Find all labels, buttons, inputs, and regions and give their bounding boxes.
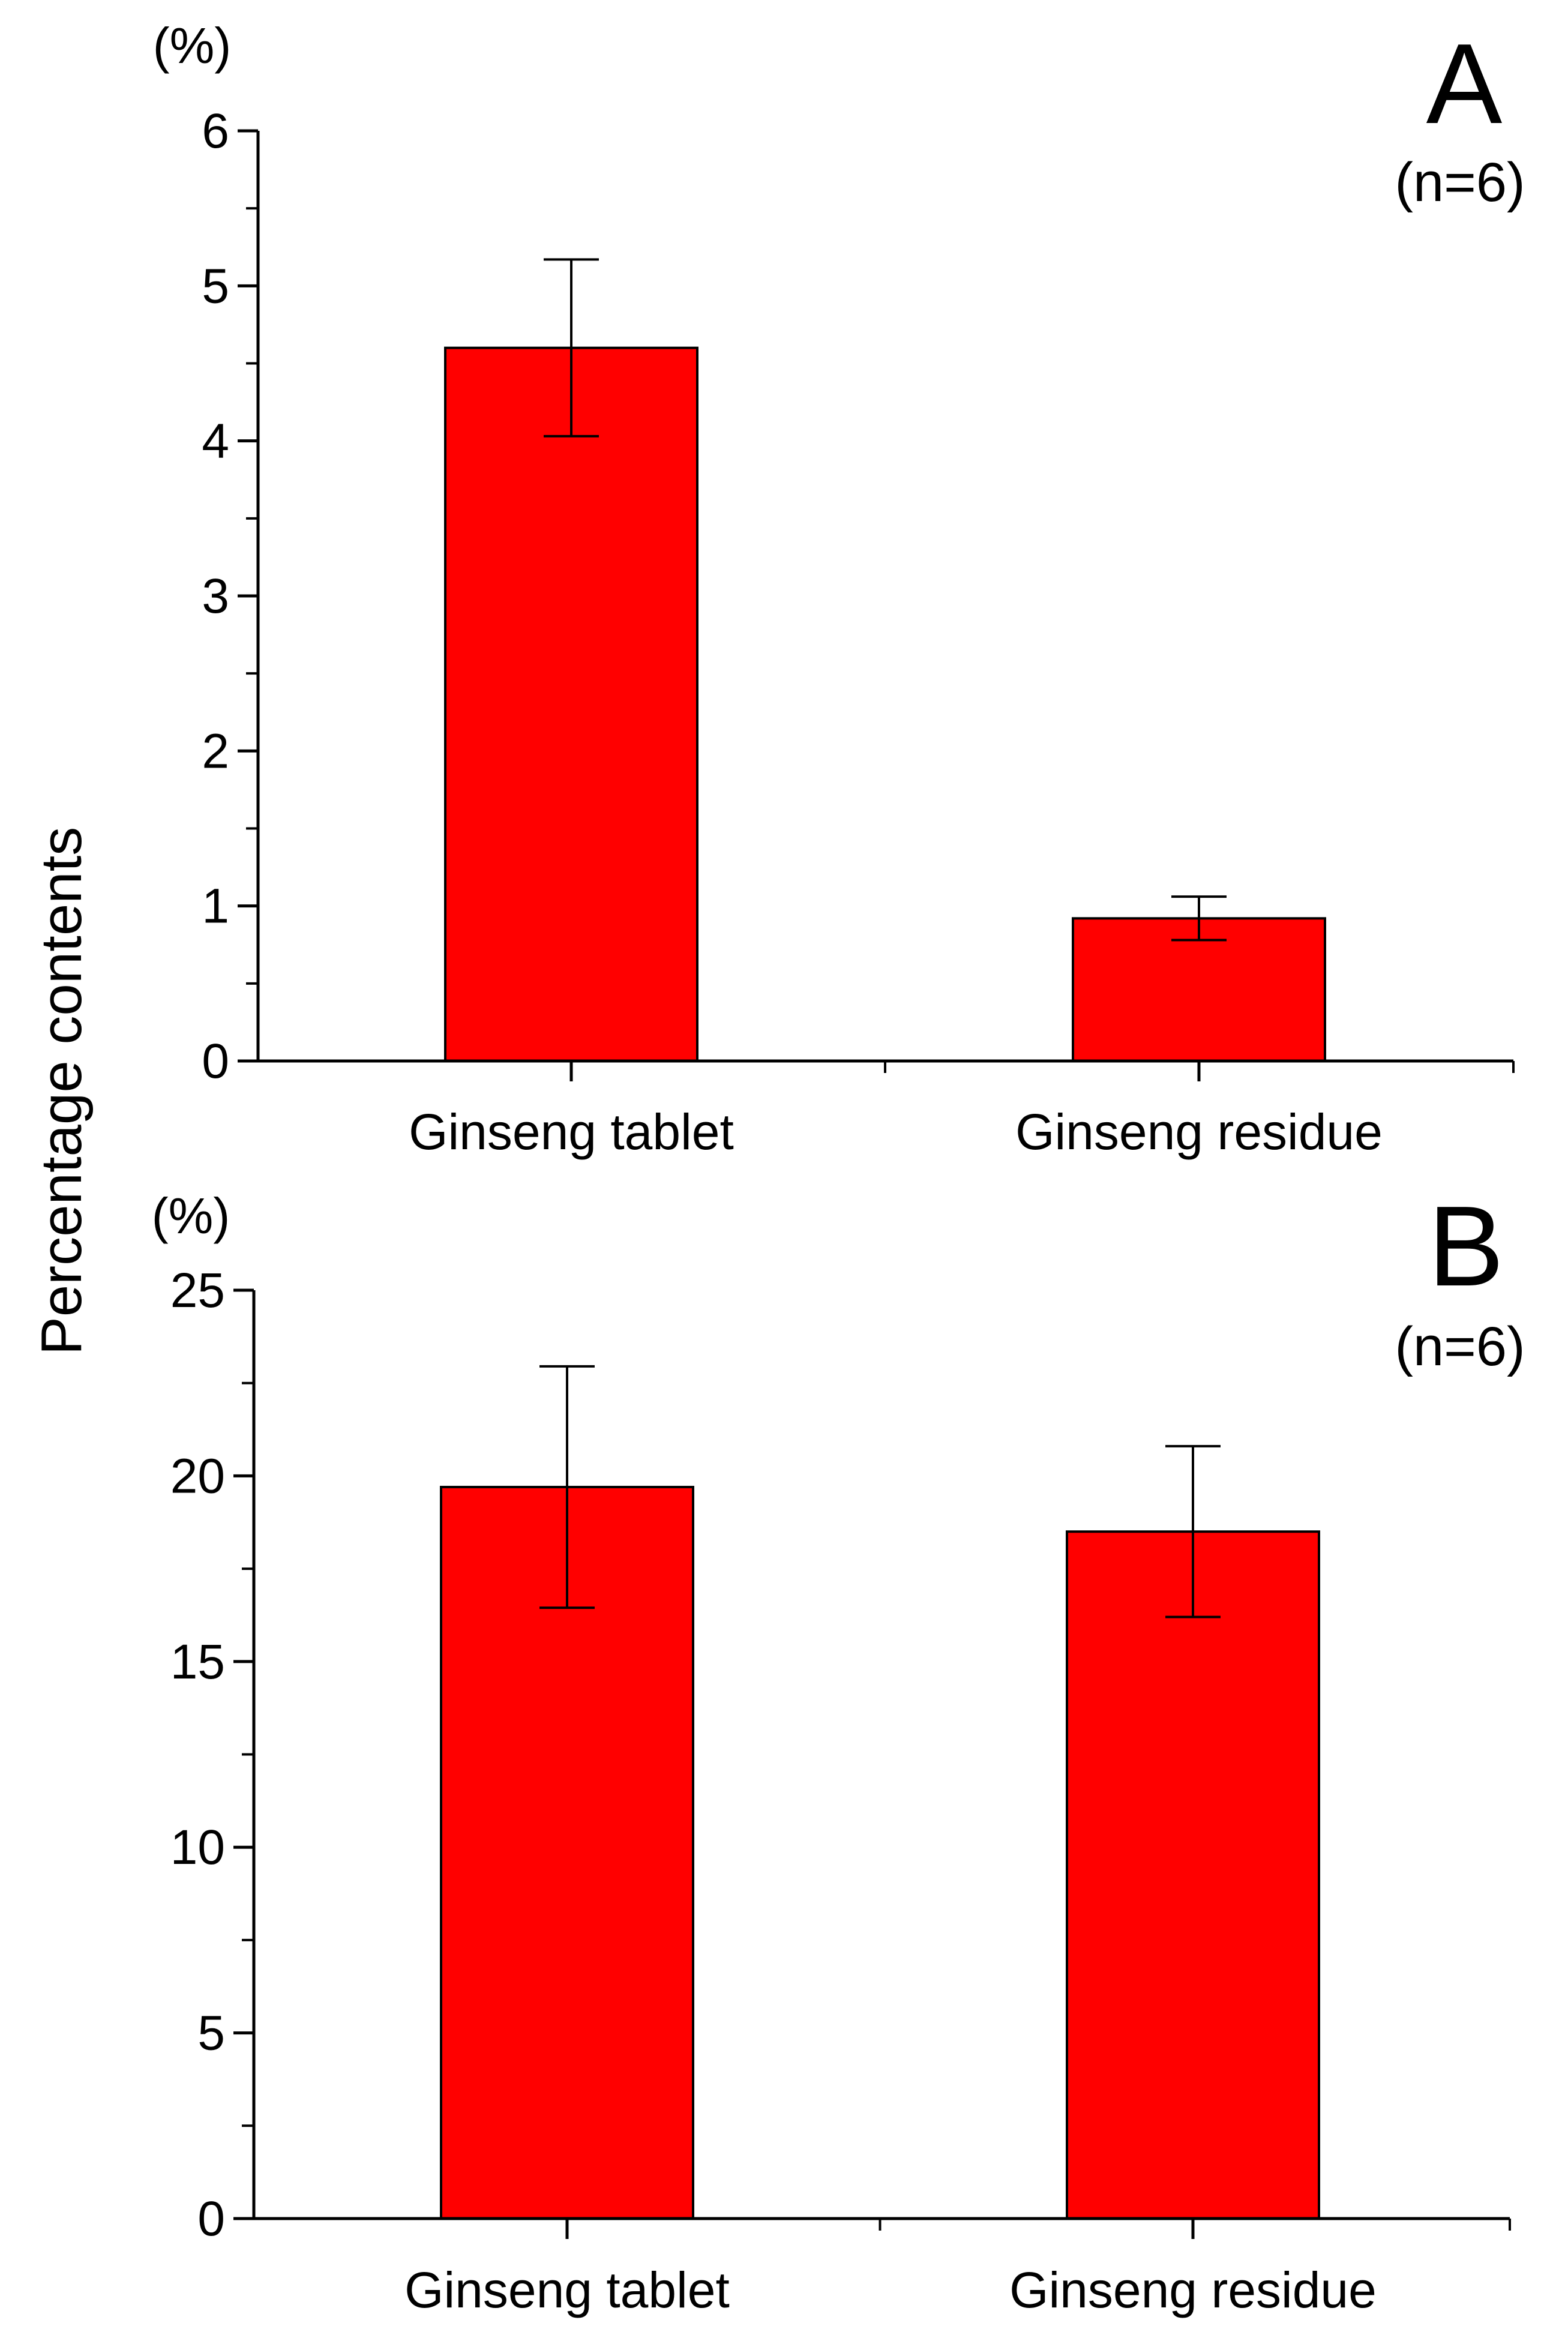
y-tick-label: 4 [202, 414, 229, 469]
error-bar-2 [1171, 895, 1227, 942]
y-tick-label: 5 [202, 259, 229, 313]
panel-letter: B [1428, 1183, 1504, 1310]
bar-1 [440, 1485, 694, 2220]
y-axis-title: Percentage contents [29, 827, 94, 1356]
sample-size-annotation: (n=6) [1395, 152, 1525, 213]
y-tick-label: 2 [202, 724, 229, 778]
error-bar-1 [539, 1365, 595, 1609]
y-tick-label: 0 [197, 2192, 225, 2246]
y-tick-label: 5 [197, 2006, 225, 2061]
bar-2 [1066, 1530, 1320, 2220]
y-tick-label: 1 [202, 879, 229, 934]
panel-letter: A [1426, 20, 1503, 148]
error-bar-1 [544, 258, 599, 437]
y-tick-label: 0 [202, 1034, 229, 1089]
error-bar-2 [1165, 1444, 1221, 1618]
chart-panel-b: 0 5 10 15 20 25 Ginseng tablet Ginseng residue (… [152, 1183, 1525, 2318]
bar-1 [444, 346, 698, 1063]
x-category-label: Ginseng tablet [404, 2262, 730, 2318]
sample-size-annotation: (n=6) [1395, 1316, 1525, 1377]
y-tick-label: 15 [170, 1635, 225, 1689]
y-tick-label: 20 [170, 1449, 225, 1503]
bar-2 [1072, 917, 1326, 1063]
y-unit-label: (%) [152, 1188, 230, 1244]
x-category-label: Ginseng residue [1015, 1104, 1383, 1160]
y-unit-label: (%) [153, 17, 232, 74]
y-tick-label: 25 [170, 1263, 225, 1318]
y-tick-label: 3 [202, 569, 229, 624]
x-category-label: Ginseng tablet [409, 1104, 734, 1160]
x-category-label: Ginseng residue [1009, 2262, 1377, 2318]
y-tick-label: 10 [170, 1820, 225, 1875]
y-tick-label: 6 [202, 104, 229, 158]
chart-panel-a: 0 1 2 3 4 5 6 Ginseng tablet Ginseng residue (%) A… [153, 17, 1525, 1160]
